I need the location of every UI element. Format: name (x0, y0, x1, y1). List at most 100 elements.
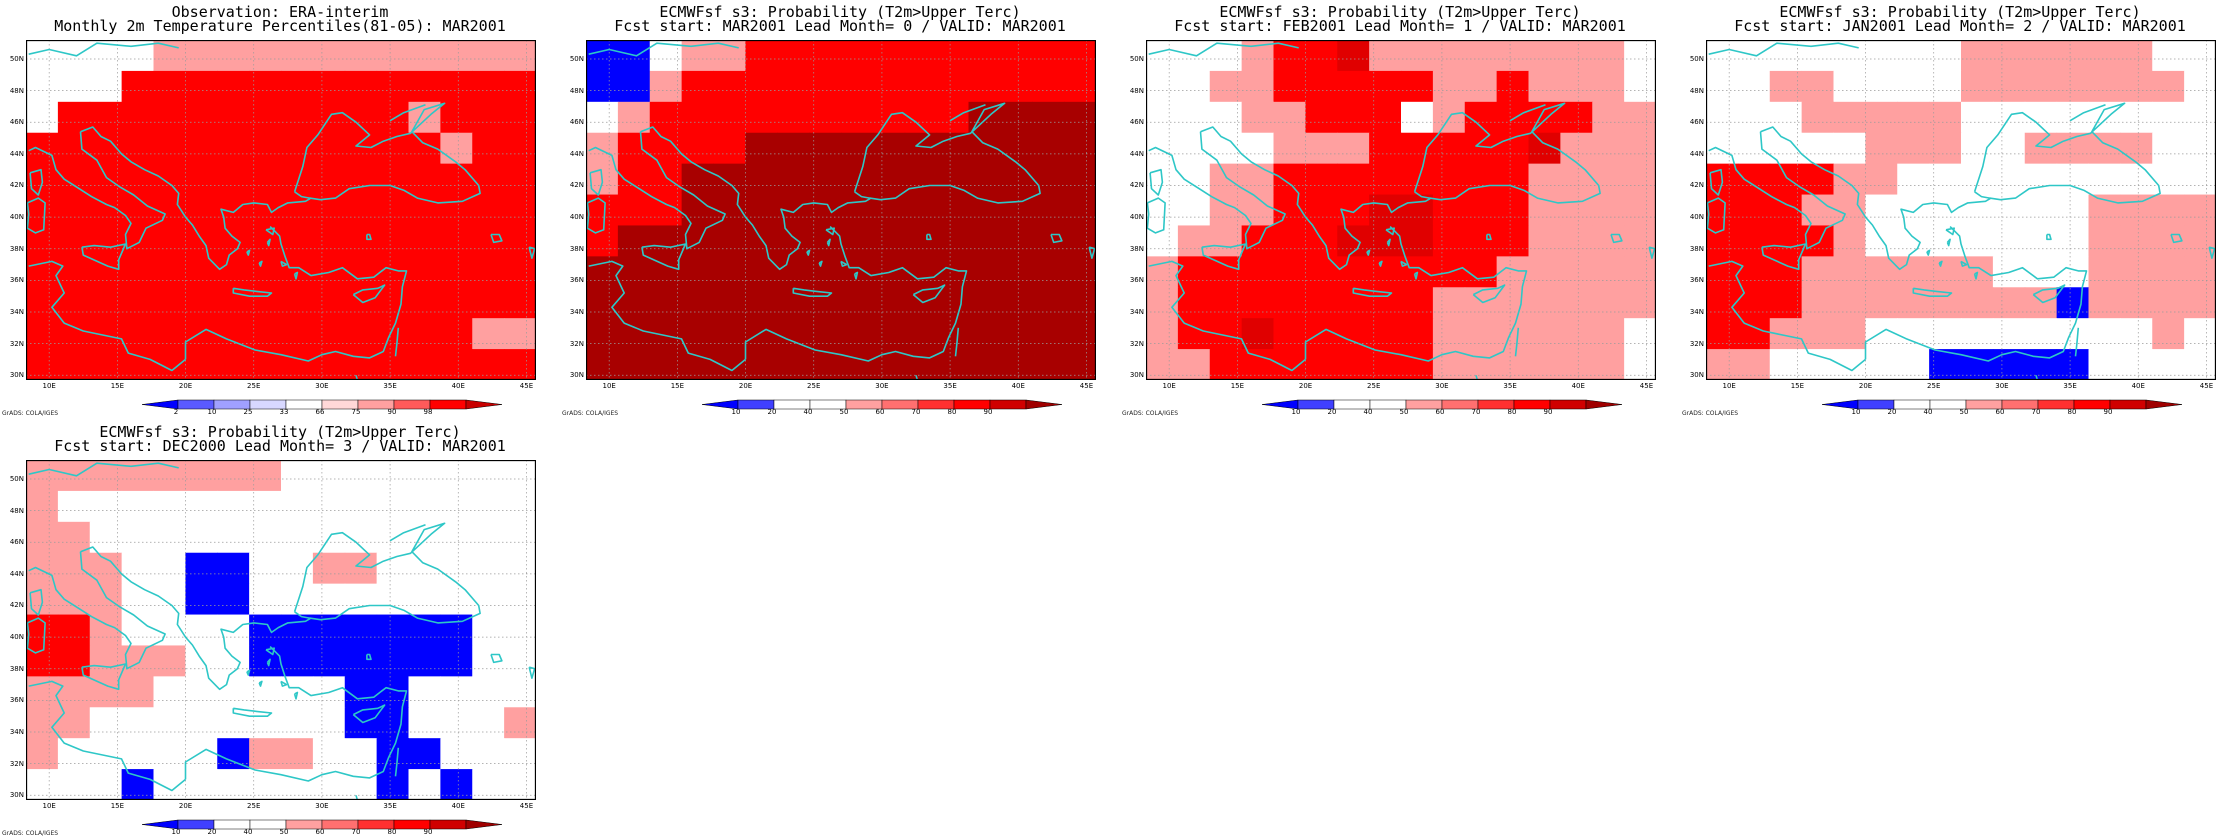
latitude-label: 50N (9, 54, 24, 63)
panel-title-line1: ECMWFsf s3: Probability (T2m>Upper Terc) (659, 3, 1021, 21)
grid-cell (281, 40, 314, 72)
grid-cell (1592, 101, 1625, 134)
grid-cell (1241, 132, 1275, 165)
grid-cell (185, 738, 218, 770)
grid-cell (153, 163, 186, 196)
grid-cell (1560, 101, 1593, 134)
grid-cell (1560, 349, 1593, 380)
grid-cell (1177, 349, 1211, 380)
grid-cell (649, 256, 683, 288)
grid-cell (472, 490, 505, 523)
grid-cell (1369, 256, 1402, 288)
grid-cell (1241, 101, 1275, 134)
grid-cell (89, 490, 123, 523)
grid-cell (472, 318, 505, 350)
grid-cell (249, 645, 282, 677)
latitude-label: 40N (1689, 213, 1704, 222)
grid-cell (1961, 101, 1994, 134)
grid-cell (504, 614, 536, 646)
grid-cell (153, 738, 186, 770)
grid-cell (586, 101, 619, 134)
longitude-label: 30E (315, 802, 329, 810)
grid-cell (504, 521, 536, 554)
grid-cell (1929, 70, 1962, 103)
longitude-label: 10E (1722, 382, 1736, 390)
latitude-label: 48N (9, 506, 24, 515)
grid-cell (968, 70, 1001, 103)
grid-cell (408, 225, 441, 257)
grid-cell (121, 194, 155, 226)
panel-title-line1: Observation: ERA-interim (171, 3, 389, 21)
grid-cell (376, 521, 410, 554)
grid-cell (1209, 287, 1243, 319)
grid-cell (586, 40, 619, 72)
longitude-label: 20E (738, 382, 753, 390)
grid-cell (185, 460, 218, 492)
grid-cell (745, 101, 778, 134)
grid-cell (504, 707, 536, 739)
grid-cell (745, 194, 778, 226)
grid-cell (2120, 225, 2153, 257)
grid-cell (1064, 194, 1096, 226)
grid-cell (809, 256, 842, 288)
grid-cell (1432, 70, 1466, 103)
latitude-label: 46N (1689, 118, 1704, 127)
grid-cell (344, 132, 378, 165)
grid-cell (1897, 40, 1930, 72)
grid-cell (713, 132, 746, 165)
longitude-label: 20E (178, 802, 193, 810)
grid-cell (344, 318, 378, 350)
longitude-label: 40E (451, 802, 465, 810)
coastline (640, 126, 872, 271)
grid-cell (1737, 256, 1771, 288)
colorbar-label: 20 (1887, 408, 1897, 416)
grid-cell (153, 460, 186, 492)
grid-cell (1064, 287, 1096, 319)
grid-cell (26, 769, 59, 800)
grid-cell (121, 676, 155, 708)
grid-cell (408, 583, 441, 616)
grid-cell (2120, 287, 2153, 319)
longitude-label: 15E (1790, 382, 1805, 390)
grid-cell (1146, 287, 1179, 319)
grid-cell (1769, 70, 1803, 103)
longitude-label: 15E (110, 382, 125, 390)
grid-cell (1592, 163, 1625, 196)
grid-cell (1897, 256, 1930, 288)
grid-cell (1961, 349, 1994, 380)
longitude-label: 20E (1298, 382, 1313, 390)
grid-cell (1961, 163, 1994, 196)
grid-cell (2184, 163, 2216, 196)
map-plot (586, 40, 1096, 380)
grid-cell (1592, 194, 1625, 226)
grid-cell (872, 40, 906, 72)
grid-cell (617, 132, 651, 165)
coastline (1960, 260, 1968, 267)
grid-cell (2184, 70, 2216, 103)
grid-cell (408, 40, 441, 72)
grid-cell (1801, 132, 1835, 165)
grid-cell (968, 349, 1001, 380)
grid-cell (1305, 194, 1338, 226)
map-canvas (586, 40, 1096, 380)
latitude-label: 32N (9, 759, 24, 768)
grid-cell (1992, 132, 2026, 165)
grid-cell (1961, 40, 1994, 72)
grid-cell (185, 318, 218, 350)
grid-cell (57, 552, 91, 585)
grid-cell (1833, 40, 1866, 72)
grid-cell (217, 101, 250, 134)
grid-cell (745, 132, 778, 165)
grid-cell (185, 490, 218, 523)
grid-cell (1000, 349, 1033, 380)
grid-cell (649, 70, 683, 103)
coastline (1708, 260, 1867, 372)
longitude-label: 35E (383, 802, 397, 810)
grid-cell (936, 40, 970, 72)
coastlines (26, 42, 536, 380)
colorbar-label: 50 (1959, 408, 1969, 416)
coastline (1864, 226, 2088, 362)
coastline (1708, 131, 1846, 250)
grid-cell (57, 645, 91, 677)
grid-cell (1706, 256, 1739, 288)
